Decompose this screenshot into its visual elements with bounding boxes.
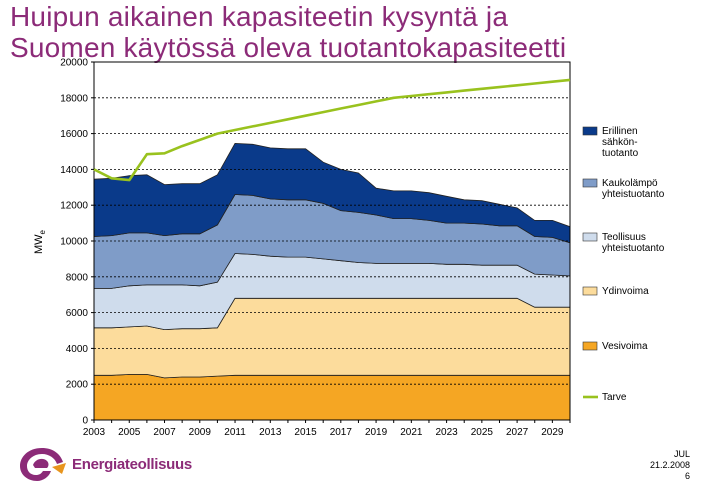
x-tick-label: 2023 [435,427,458,438]
legend-swatch-teollisuus [582,232,598,242]
x-tick-label: 2027 [506,427,529,438]
x-tick-label: 2015 [294,427,317,438]
legend-label-erillinen: Erillinen sähkön-tuotanto [602,126,639,159]
x-tick-label: 2005 [118,427,141,438]
footer-code: JUL [673,449,690,459]
footer-page: 6 [684,471,690,481]
y-tick-label: 6000 [66,308,89,319]
y-tick-label: 0 [82,416,88,427]
legend-label-teollisuus: Teollisuus yhteistuotanto [602,232,665,254]
legend-swatch-ydinvoima [582,286,598,296]
energiateollisuus-logo-icon [20,448,66,481]
y-tick-label: 12000 [60,201,88,212]
y-tick-label: 20000 [60,58,88,69]
x-tick-label: 2003 [83,427,106,438]
y-tick-label: 2000 [66,380,89,391]
line-tarve [93,78,571,182]
y-tick-label: 14000 [60,165,88,176]
footer-date: 21.2.2008 [649,460,690,470]
y-tick-label: 18000 [60,93,88,104]
x-tick-label: 2021 [400,427,423,438]
legend-label-ydinvoima: Ydinvoima [602,286,649,297]
x-tick-label: 2019 [365,427,388,438]
x-tick-label: 2009 [189,427,212,438]
y-tick-label: 16000 [60,129,88,140]
x-tick-label: 2025 [471,427,494,438]
x-tick-label: 2029 [541,427,564,438]
logo-text: Energiateollisuus [72,456,192,473]
area-vesivoima [93,374,571,421]
legend-label-tarve: Tarve [602,392,627,403]
footer: JUL 21.2.2008 6 [650,449,690,482]
legend-swatch-kaukolampo [582,178,598,188]
x-tick-label: 2017 [330,427,353,438]
legend-swatch-erillinen [582,126,598,136]
x-tick-label: 2011 [224,427,246,438]
slide-title: Huipun aikainen kapasiteetin kysyntä ja … [10,1,710,63]
title-line-1: Huipun aikainen kapasiteetin kysyntä ja [10,1,509,32]
x-tick-label: 2013 [259,427,282,438]
y-axis-label: MWe [33,229,47,254]
title-line-2: Suomen käytössä oleva tuotantokapasiteet… [10,32,567,63]
legend-label-vesivoima: Vesivoima [602,341,648,352]
legend-label-kaukolampo: Kaukolämpö yhteistuotanto [602,178,665,200]
y-tick-label: 8000 [66,272,89,283]
legend-swatch-vesivoima [582,341,598,351]
x-tick-label: 2007 [153,427,176,438]
y-tick-label: 10000 [60,237,88,248]
y-tick-label: 4000 [66,344,89,355]
